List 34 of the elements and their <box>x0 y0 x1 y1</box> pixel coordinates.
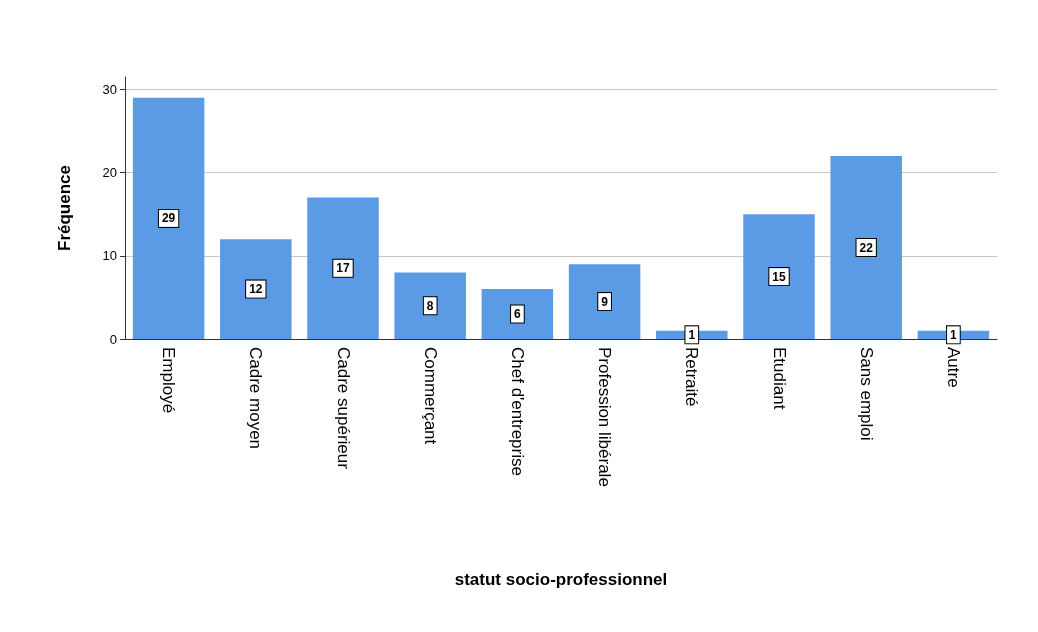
x-tick-label: Sans emploi <box>856 347 876 441</box>
x-tick-label: Commerçant <box>420 347 440 445</box>
data-label: 1 <box>688 327 696 342</box>
data-label: 17 <box>336 261 350 276</box>
x-tick-label: Employé <box>159 347 179 414</box>
bar <box>307 197 379 339</box>
y-tick-label: 20 <box>102 165 117 181</box>
x-tick-label: Etudiant <box>769 347 789 410</box>
bar <box>568 264 641 339</box>
data-label: 8 <box>426 298 434 313</box>
bar <box>132 97 205 339</box>
data-label: 15 <box>772 269 786 284</box>
data-label: 22 <box>859 240 874 255</box>
data-label: 9 <box>601 294 609 309</box>
y-tick-label: 10 <box>102 248 117 264</box>
data-label: 12 <box>249 282 263 297</box>
x-tick-label: Profession libérale <box>595 347 615 487</box>
x-tick-label: Chef d'entreprise <box>507 347 527 476</box>
bar <box>394 272 466 339</box>
bar <box>220 239 292 339</box>
bar <box>481 289 554 339</box>
x-tick-label: Retraité <box>682 347 702 407</box>
x-tick-label: Cadre moyen <box>246 347 266 450</box>
bar <box>830 156 902 339</box>
x-tick-label: Cadre supérieur <box>333 347 353 470</box>
bar <box>743 214 815 339</box>
y-axis-title: Fréquence <box>55 165 74 251</box>
y-tick-label: 0 <box>109 331 117 347</box>
y-tick-label: 30 <box>102 81 117 97</box>
data-label: 6 <box>514 307 522 322</box>
x-axis-title: statut socio-professionnel <box>454 570 668 589</box>
data-label: 1 <box>950 327 958 342</box>
x-tick-label: Autre <box>943 347 963 388</box>
data-label: 29 <box>161 211 176 226</box>
